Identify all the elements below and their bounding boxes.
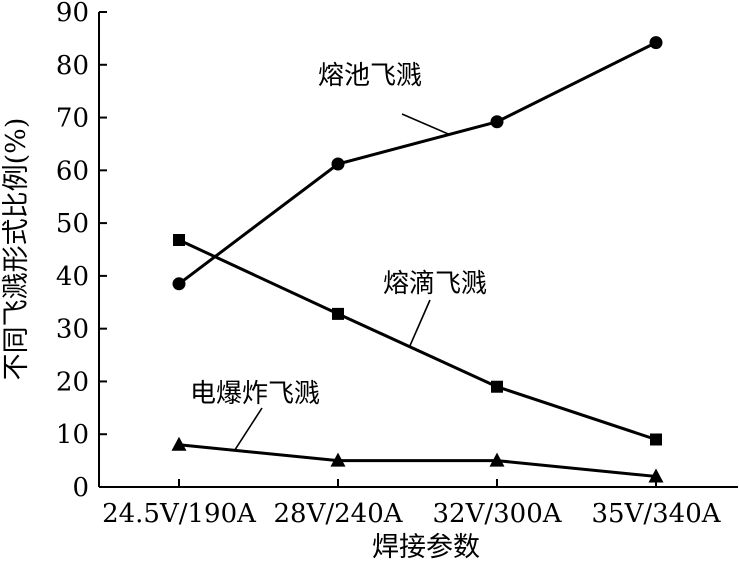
leader-molten-pool [401, 113, 450, 136]
y-ticks: 0 10 20 30 40 50 60 70 80 90 [56, 0, 107, 503]
point-molten-pool [172, 277, 186, 291]
series-line-droplet [178, 238, 657, 441]
point-molten-pool [649, 36, 663, 50]
series-label-droplet: 熔滴飞溅 [383, 269, 487, 299]
y-tick-label: 20 [56, 367, 89, 397]
series-lines [178, 41, 657, 478]
x-axis-label: 焊接参数 [372, 532, 480, 563]
series-line-explosion [178, 443, 657, 478]
point-droplet [491, 380, 503, 393]
leader-droplet [408, 299, 431, 347]
y-tick-label: 30 [56, 315, 89, 345]
y-tick-label: 70 [56, 104, 89, 134]
x-tick-label: 32V/300A [432, 499, 562, 529]
axes [98, 12, 738, 488]
x-tick-label: 35V/340A [591, 499, 721, 529]
y-axis-label: 不同飞溅形式比例(%) [1, 118, 32, 381]
point-explosion [489, 452, 505, 467]
annotation-leaders [233, 113, 450, 451]
y-tick-label: 0 [72, 473, 89, 503]
point-molten-pool [490, 115, 504, 129]
point-droplet [332, 307, 344, 320]
x-ticks: 24.5V/190A 28V/240A 32V/300A 35V/340A [102, 479, 722, 529]
point-droplet [650, 433, 662, 446]
point-explosion [171, 436, 187, 451]
y-tick-label: 90 [56, 0, 89, 28]
series-line-molten-pool [178, 41, 657, 286]
y-tick-label: 80 [56, 51, 89, 81]
leader-explosion [233, 407, 263, 451]
y-tick-label: 10 [56, 420, 89, 450]
x-tick-label: 28V/240A [273, 499, 403, 529]
point-explosion [648, 468, 664, 483]
point-explosion [330, 452, 346, 467]
point-droplet [173, 234, 185, 246]
series-label-explosion: 电爆炸飞溅 [190, 379, 320, 409]
point-molten-pool [331, 157, 345, 171]
x-tick-label: 24.5V/190A [102, 499, 257, 529]
series-markers [171, 36, 664, 483]
y-tick-label: 40 [56, 262, 89, 292]
series-label-molten-pool: 熔池飞溅 [318, 61, 422, 91]
y-tick-label: 50 [56, 209, 89, 239]
y-tick-label: 60 [56, 156, 89, 186]
